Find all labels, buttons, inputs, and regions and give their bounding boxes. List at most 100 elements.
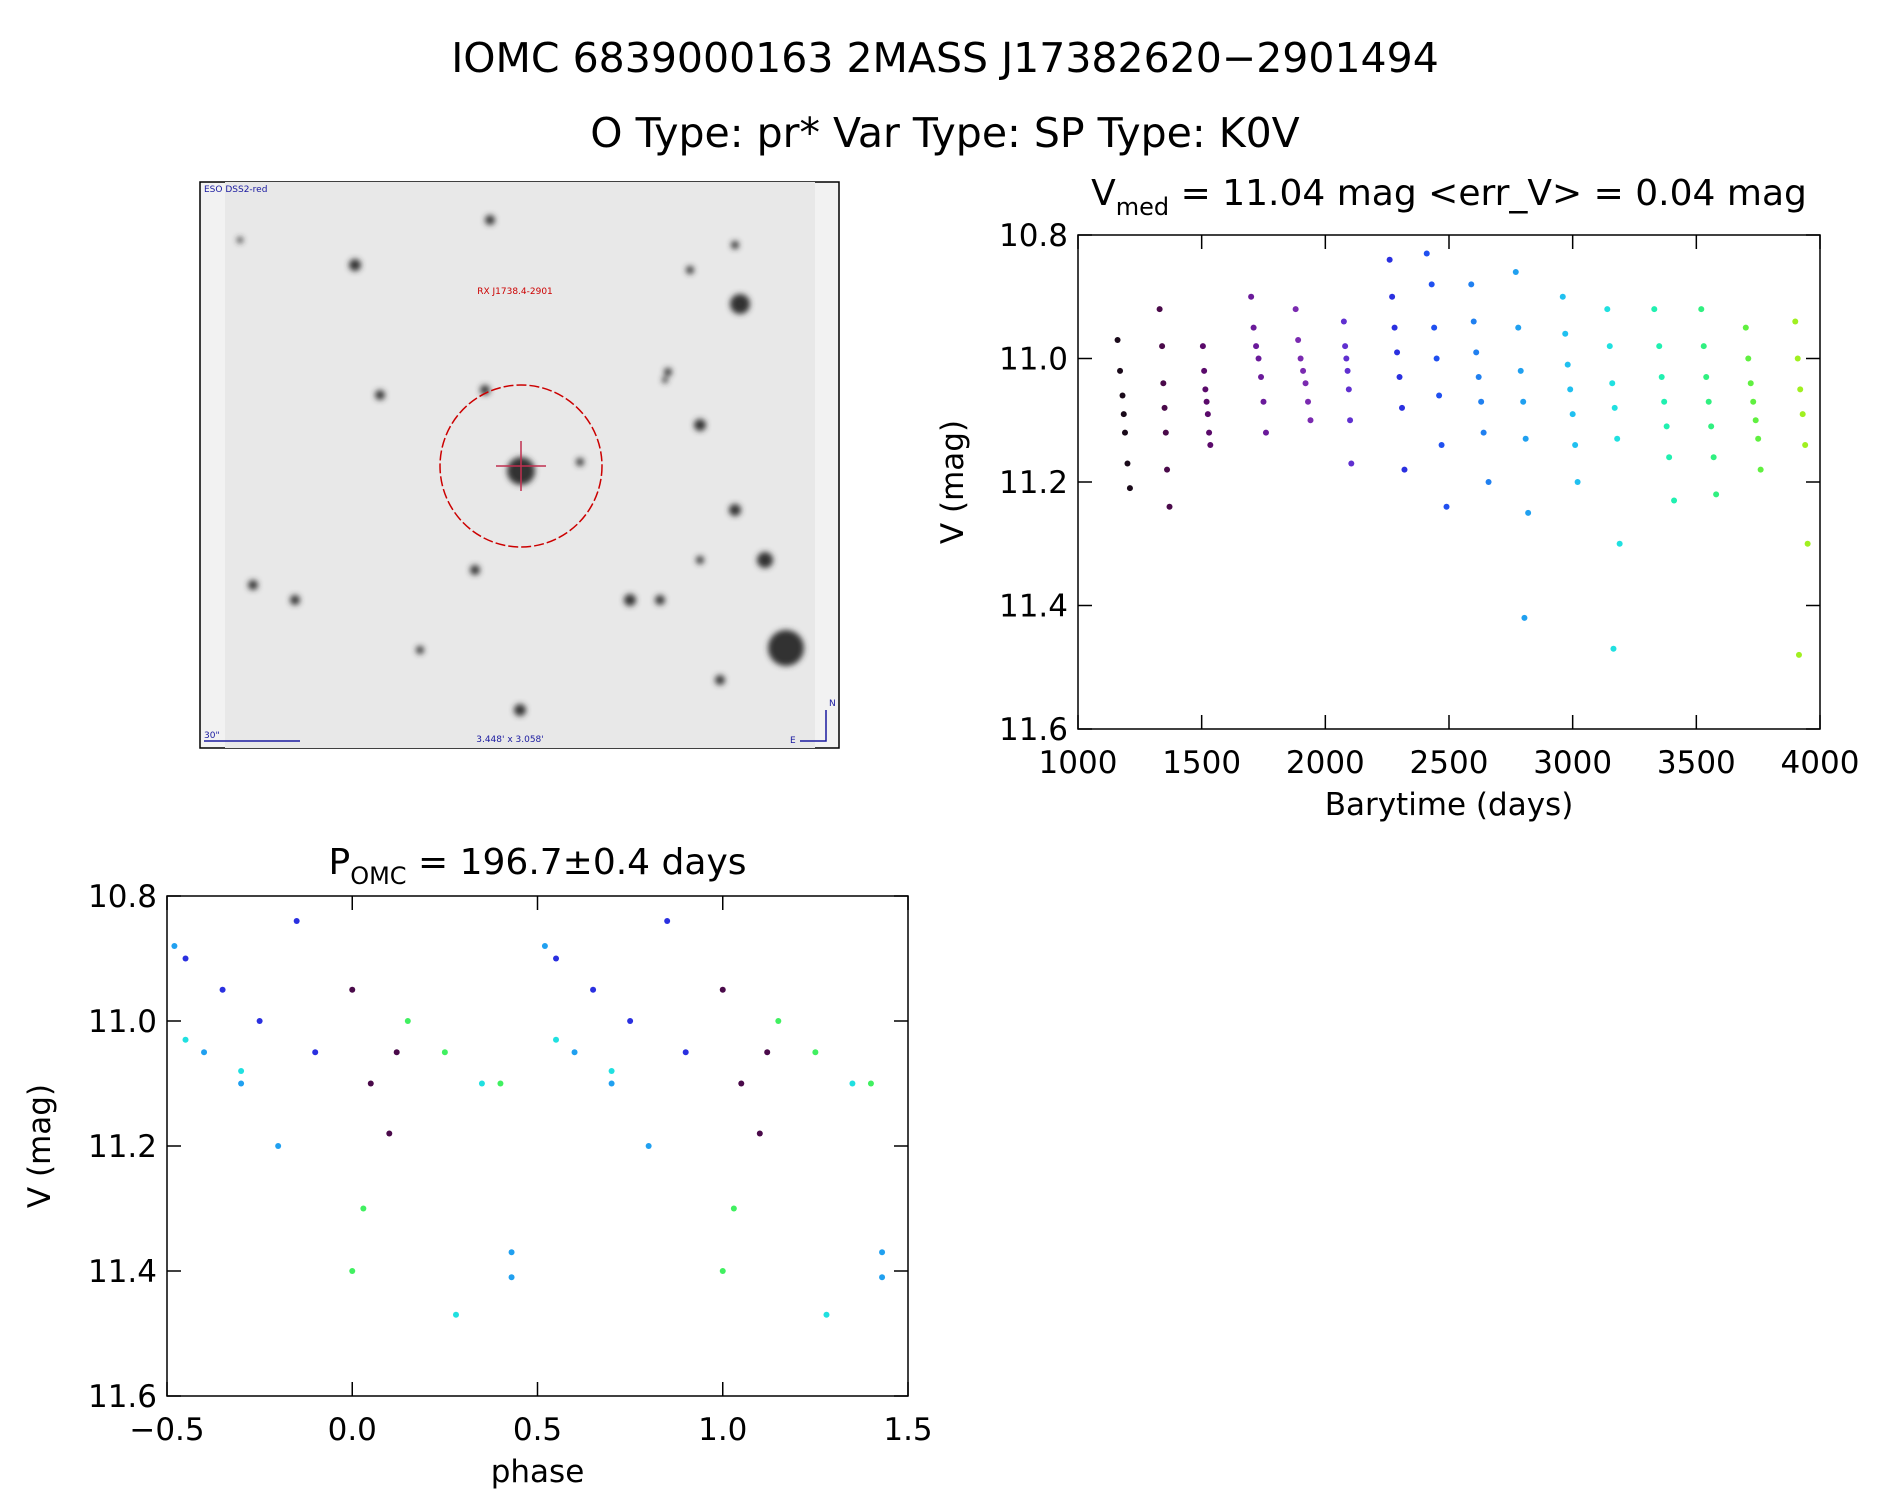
chart-title: POMC = 196.7±0.4 days [328,842,746,890]
data-point [219,986,226,993]
data-point [293,918,300,924]
data-point [879,1249,886,1256]
data-point [1207,441,1214,448]
data-point [1162,429,1169,436]
data-point [1804,540,1811,547]
data-point [1562,330,1569,337]
data-point [1126,485,1133,492]
title: IOMC 6839000163 2MASS J17382620−2901494 [451,34,1439,82]
y-tick-label: 11.4 [88,1254,157,1290]
data-point [1572,441,1579,448]
data-point [1348,460,1355,467]
data-point [730,1205,737,1212]
data-point [1520,398,1527,405]
subtitle: O Type: pr* Var Type: SP Type: K0V [590,109,1299,157]
data-point [1255,355,1262,362]
data-point [1610,645,1617,652]
data-point [1305,398,1312,405]
data-point [1802,441,1809,448]
data-point [1698,306,1705,313]
x-tick-label: 2000 [1286,745,1365,781]
data-point [1204,411,1211,418]
y-axis-label: V (mag) [22,1084,58,1208]
title-sub: med [1116,193,1169,221]
data-point [349,1268,356,1274]
data-point [1258,374,1265,381]
data-point [1386,256,1393,263]
data-point [1752,417,1759,424]
data-point [201,1049,208,1056]
data-point [682,1049,689,1056]
data-point [571,1049,578,1056]
data-point [1124,460,1131,467]
data-point [1517,367,1524,374]
title-sub: OMC [350,862,406,890]
data-point [738,1080,745,1087]
data-point [393,1049,400,1056]
data-point [1567,386,1574,393]
data-point [1401,466,1408,473]
data-point [1342,343,1349,350]
data-point [452,1311,459,1318]
data-point [1340,318,1347,325]
data-point [1343,355,1350,362]
data-point [367,1080,374,1087]
data-point [1248,293,1255,300]
data-point [404,1018,411,1024]
data-point [275,1143,282,1149]
data-point [1206,429,1213,436]
chart-title: Vmed = 11.04 mag <err_V> = 0.04 mag [1091,173,1807,221]
data-point [1515,324,1522,331]
data-point [1757,466,1764,473]
data-point [1559,293,1566,300]
data-point [1794,355,1801,362]
data-point [1433,355,1440,362]
data-point [1663,423,1670,430]
data-point [1438,441,1445,448]
y-tick-label: 10.8 [999,218,1068,254]
data-point [1747,380,1754,387]
data-point [1656,343,1663,350]
data-point [1473,349,1480,356]
x-tick-label: 0.0 [328,1412,377,1448]
data-point [1117,367,1124,374]
data-point [719,1268,726,1274]
data-point [1300,367,1307,374]
data-point [1750,398,1757,405]
chart: POMC = 196.7±0.4 days −0.5 0.0 0.5 1.0 1.5 10.… [22,842,933,1490]
data-point [627,1018,634,1024]
data-point [1443,503,1450,510]
data-point [1569,411,1576,418]
data-point [719,986,726,993]
data-point [1253,343,1260,350]
data-point [1616,540,1623,547]
y-tick-label: 11.6 [88,1379,157,1415]
data-point [1262,429,1269,436]
data-point [1797,386,1804,393]
y-tick-label: 11.2 [999,465,1068,501]
x-tick-label: 1000 [1039,745,1118,781]
data-point [608,1080,615,1087]
x-tick-label: 1.0 [698,1412,747,1448]
data-point [1478,398,1485,405]
data-point [1522,435,1529,442]
data-point [1611,404,1618,411]
north-label: N [829,699,836,709]
data-point [238,1068,245,1074]
survey-label: ESO DSS2-red [204,185,267,195]
data-point [1666,454,1673,461]
data-point [1614,435,1621,442]
data-point [508,1274,515,1281]
data-point [1160,380,1167,387]
data-point [1201,367,1208,374]
data-point [478,1080,485,1087]
data-point [1297,355,1304,362]
data-point [1295,336,1302,343]
data-point [182,1036,189,1043]
y-tick-label: 11.2 [88,1129,157,1165]
data-point [775,1018,782,1024]
data-point [1661,398,1668,405]
target-circle [439,384,603,548]
data-point [1708,423,1715,430]
east-label: E [790,736,796,746]
